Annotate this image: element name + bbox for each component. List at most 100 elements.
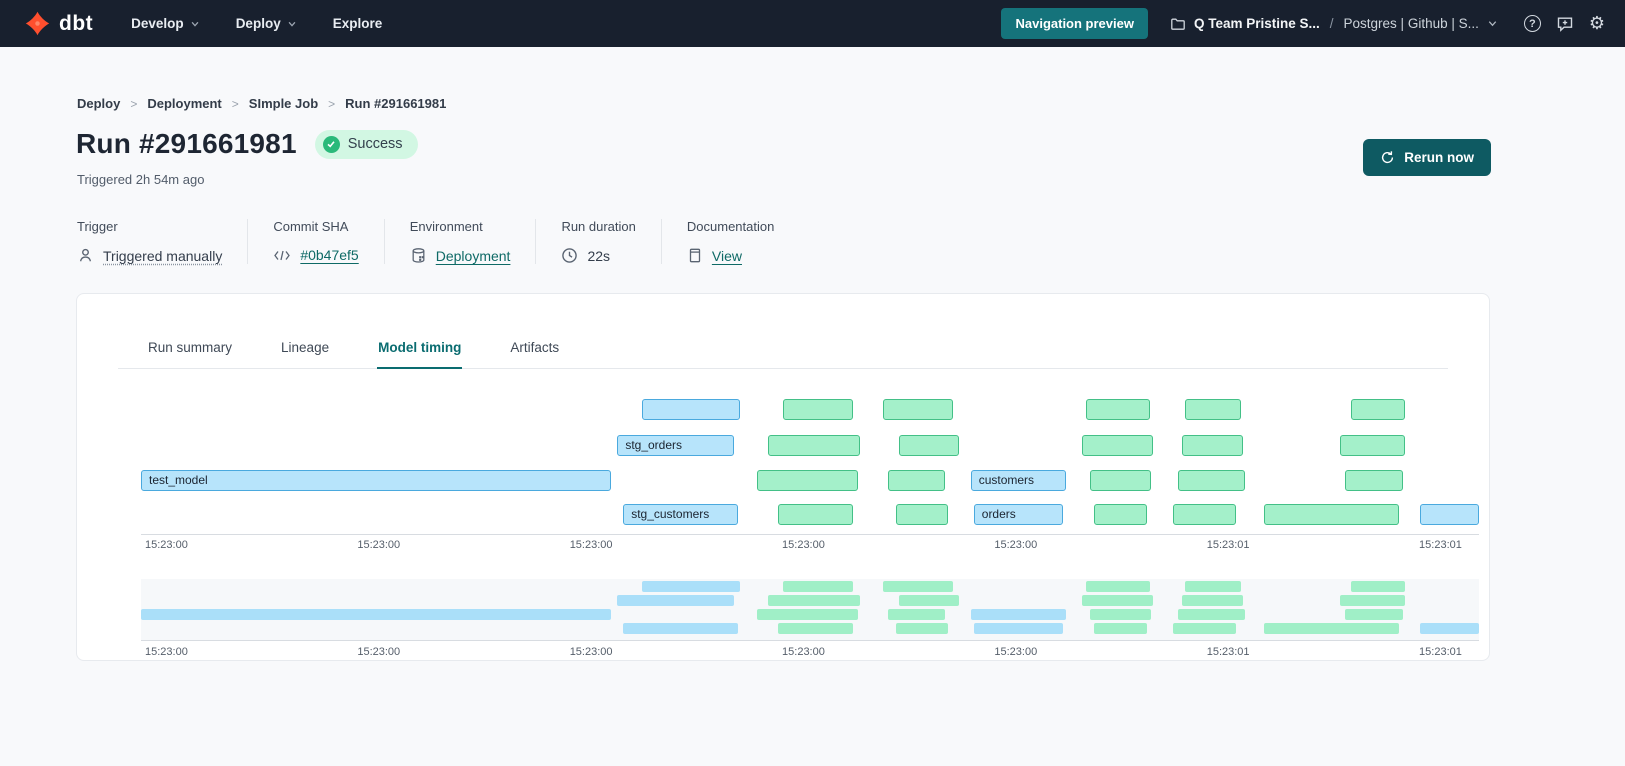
gantt-bar-stg_customers[interactable]: stg_customers xyxy=(623,504,738,525)
gantt-overview-strip[interactable] xyxy=(141,579,1479,641)
overview-bar[interactable] xyxy=(887,609,945,620)
axis-tick-label: 15:23:01 xyxy=(1206,539,1250,551)
overview-row xyxy=(141,623,1479,634)
gantt-bar[interactable] xyxy=(1173,504,1237,525)
gantt-bar[interactable] xyxy=(1093,504,1147,525)
overview-bar[interactable] xyxy=(1340,595,1406,606)
overview-bar[interactable] xyxy=(898,595,959,606)
nav-item-explore[interactable]: Explore xyxy=(333,16,383,31)
status-badge: Success xyxy=(314,129,418,159)
gantt-bar[interactable] xyxy=(1185,399,1242,420)
overview-bar[interactable] xyxy=(757,609,858,620)
gantt-bar-customers[interactable]: customers xyxy=(970,470,1066,491)
gantt-bar[interactable] xyxy=(895,504,948,525)
gantt-bar[interactable] xyxy=(1182,435,1244,456)
overview-bar[interactable] xyxy=(617,595,735,606)
refresh-icon xyxy=(1382,151,1394,164)
axis-tick-label: 15:23:00 xyxy=(782,646,825,658)
overview-bar[interactable] xyxy=(895,623,948,634)
tab-run-summary[interactable]: Run summary xyxy=(148,340,233,355)
meta-item-trigger: Trigger Triggered manually xyxy=(77,219,249,264)
gantt-bar[interactable] xyxy=(1089,470,1151,491)
overview-bar[interactable] xyxy=(882,581,953,592)
breadcrumb-separator: > xyxy=(328,96,336,111)
overview-bar[interactable] xyxy=(1345,609,1404,620)
breadcrumb-item[interactable]: Deployment xyxy=(147,96,222,111)
gantt-bar[interactable] xyxy=(1264,504,1400,525)
gantt-bar[interactable] xyxy=(768,435,861,456)
overview-bar[interactable] xyxy=(1081,595,1153,606)
gantt-bar[interactable] xyxy=(1351,399,1406,420)
tab-model-timing[interactable]: Model timing xyxy=(377,330,463,369)
overview-bar[interactable] xyxy=(623,623,738,634)
overview-bar[interactable] xyxy=(1264,623,1400,634)
gantt-bar-test_model[interactable]: test_model xyxy=(141,470,612,491)
tab-lineage[interactable]: Lineage xyxy=(281,340,330,355)
nav-item-label: Develop xyxy=(131,16,184,31)
axis-tick-label: 15:23:00 xyxy=(569,646,613,658)
gantt-bar[interactable] xyxy=(1081,435,1153,456)
main-nav: Develop Deploy Explore xyxy=(131,16,382,31)
overview-bar[interactable] xyxy=(973,623,1063,634)
gantt-bar[interactable] xyxy=(1178,470,1246,491)
help-icon[interactable]: ? xyxy=(1523,15,1541,32)
gantt-bar[interactable] xyxy=(882,399,953,420)
meta-label: Commit SHA xyxy=(273,219,349,234)
breadcrumb: Deploy > Deployment > SImple Job > Run #291661… xyxy=(77,96,446,111)
gantt-bar[interactable] xyxy=(887,470,945,491)
overview-bar[interactable] xyxy=(141,609,612,620)
gantt-bar[interactable] xyxy=(1085,399,1150,420)
overview-bar[interactable] xyxy=(1173,623,1237,634)
gantt-bar[interactable] xyxy=(778,504,853,525)
navigation-preview-button[interactable]: Navigation preview xyxy=(1001,8,1148,39)
overview-bar[interactable] xyxy=(1085,581,1150,592)
tab-artifacts[interactable]: Artifacts xyxy=(510,340,560,355)
gantt-row: test_model customers xyxy=(141,470,1479,491)
gantt-bar[interactable] xyxy=(1345,470,1404,491)
rerun-now-label: Rerun now xyxy=(1404,150,1474,165)
nav-item-develop[interactable]: Develop xyxy=(131,16,200,31)
rerun-now-button[interactable]: Rerun now xyxy=(1363,139,1491,176)
clock-icon xyxy=(562,248,578,263)
gantt-bar[interactable] xyxy=(1340,435,1406,456)
overview-bar[interactable] xyxy=(1178,609,1246,620)
feedback-icon[interactable] xyxy=(1556,15,1574,33)
meta-link-documentation[interactable]: View xyxy=(711,247,742,264)
breadcrumb-item[interactable]: Run #291661981 xyxy=(345,96,447,111)
gantt-row: stg_customers orders xyxy=(141,504,1479,525)
meta-link-commit-sha[interactable]: #0b47ef5 xyxy=(300,247,359,263)
gantt-bar[interactable] xyxy=(783,399,853,420)
overview-bar[interactable] xyxy=(768,595,861,606)
meta-link-environment[interactable]: Deployment xyxy=(435,247,511,264)
gantt-axis-ticks: 15:23:00 15:23:00 15:23:00 15:23:00 15:23:00… xyxy=(141,539,1479,553)
environment-name[interactable]: Postgres | Github | S... xyxy=(1343,16,1479,31)
overview-bar[interactable] xyxy=(642,581,740,592)
overview-bar[interactable] xyxy=(1185,581,1242,592)
project-separator: / xyxy=(1329,16,1334,31)
gantt-bar-stg_orders[interactable]: stg_orders xyxy=(617,435,735,456)
chevron-down-icon[interactable] xyxy=(1487,18,1498,29)
gantt-bar[interactable] xyxy=(642,399,740,420)
overview-bar[interactable] xyxy=(778,623,853,634)
project-name[interactable]: Q Team Pristine S... xyxy=(1193,16,1320,31)
gantt-bar[interactable] xyxy=(1420,504,1479,525)
overview-bar[interactable] xyxy=(1420,623,1479,634)
overview-bar[interactable] xyxy=(1093,623,1147,634)
overview-bar[interactable] xyxy=(783,581,853,592)
overview-bar[interactable] xyxy=(1351,581,1406,592)
overview-bar[interactable] xyxy=(1182,595,1244,606)
axis-tick-label: 15:23:00 xyxy=(357,539,401,551)
breadcrumb-item[interactable]: SImple Job xyxy=(248,96,319,111)
gantt-bar[interactable] xyxy=(898,435,959,456)
dbt-logo[interactable]: dbt xyxy=(24,10,93,37)
settings-gear-icon[interactable]: ⚙ xyxy=(1588,12,1605,34)
gantt-bar[interactable] xyxy=(757,470,858,491)
gantt-bar-orders[interactable]: orders xyxy=(973,504,1063,525)
meta-item-commit-sha: Commit SHA #0b47ef5 xyxy=(273,219,385,264)
nav-item-deploy[interactable]: Deploy xyxy=(236,16,297,31)
overview-bar[interactable] xyxy=(1089,609,1151,620)
axis-tick-label: 15:23:00 xyxy=(145,646,188,658)
axis-tick-label: 15:23:00 xyxy=(994,539,1038,551)
overview-bar[interactable] xyxy=(970,609,1066,620)
breadcrumb-item[interactable]: Deploy xyxy=(77,96,121,111)
